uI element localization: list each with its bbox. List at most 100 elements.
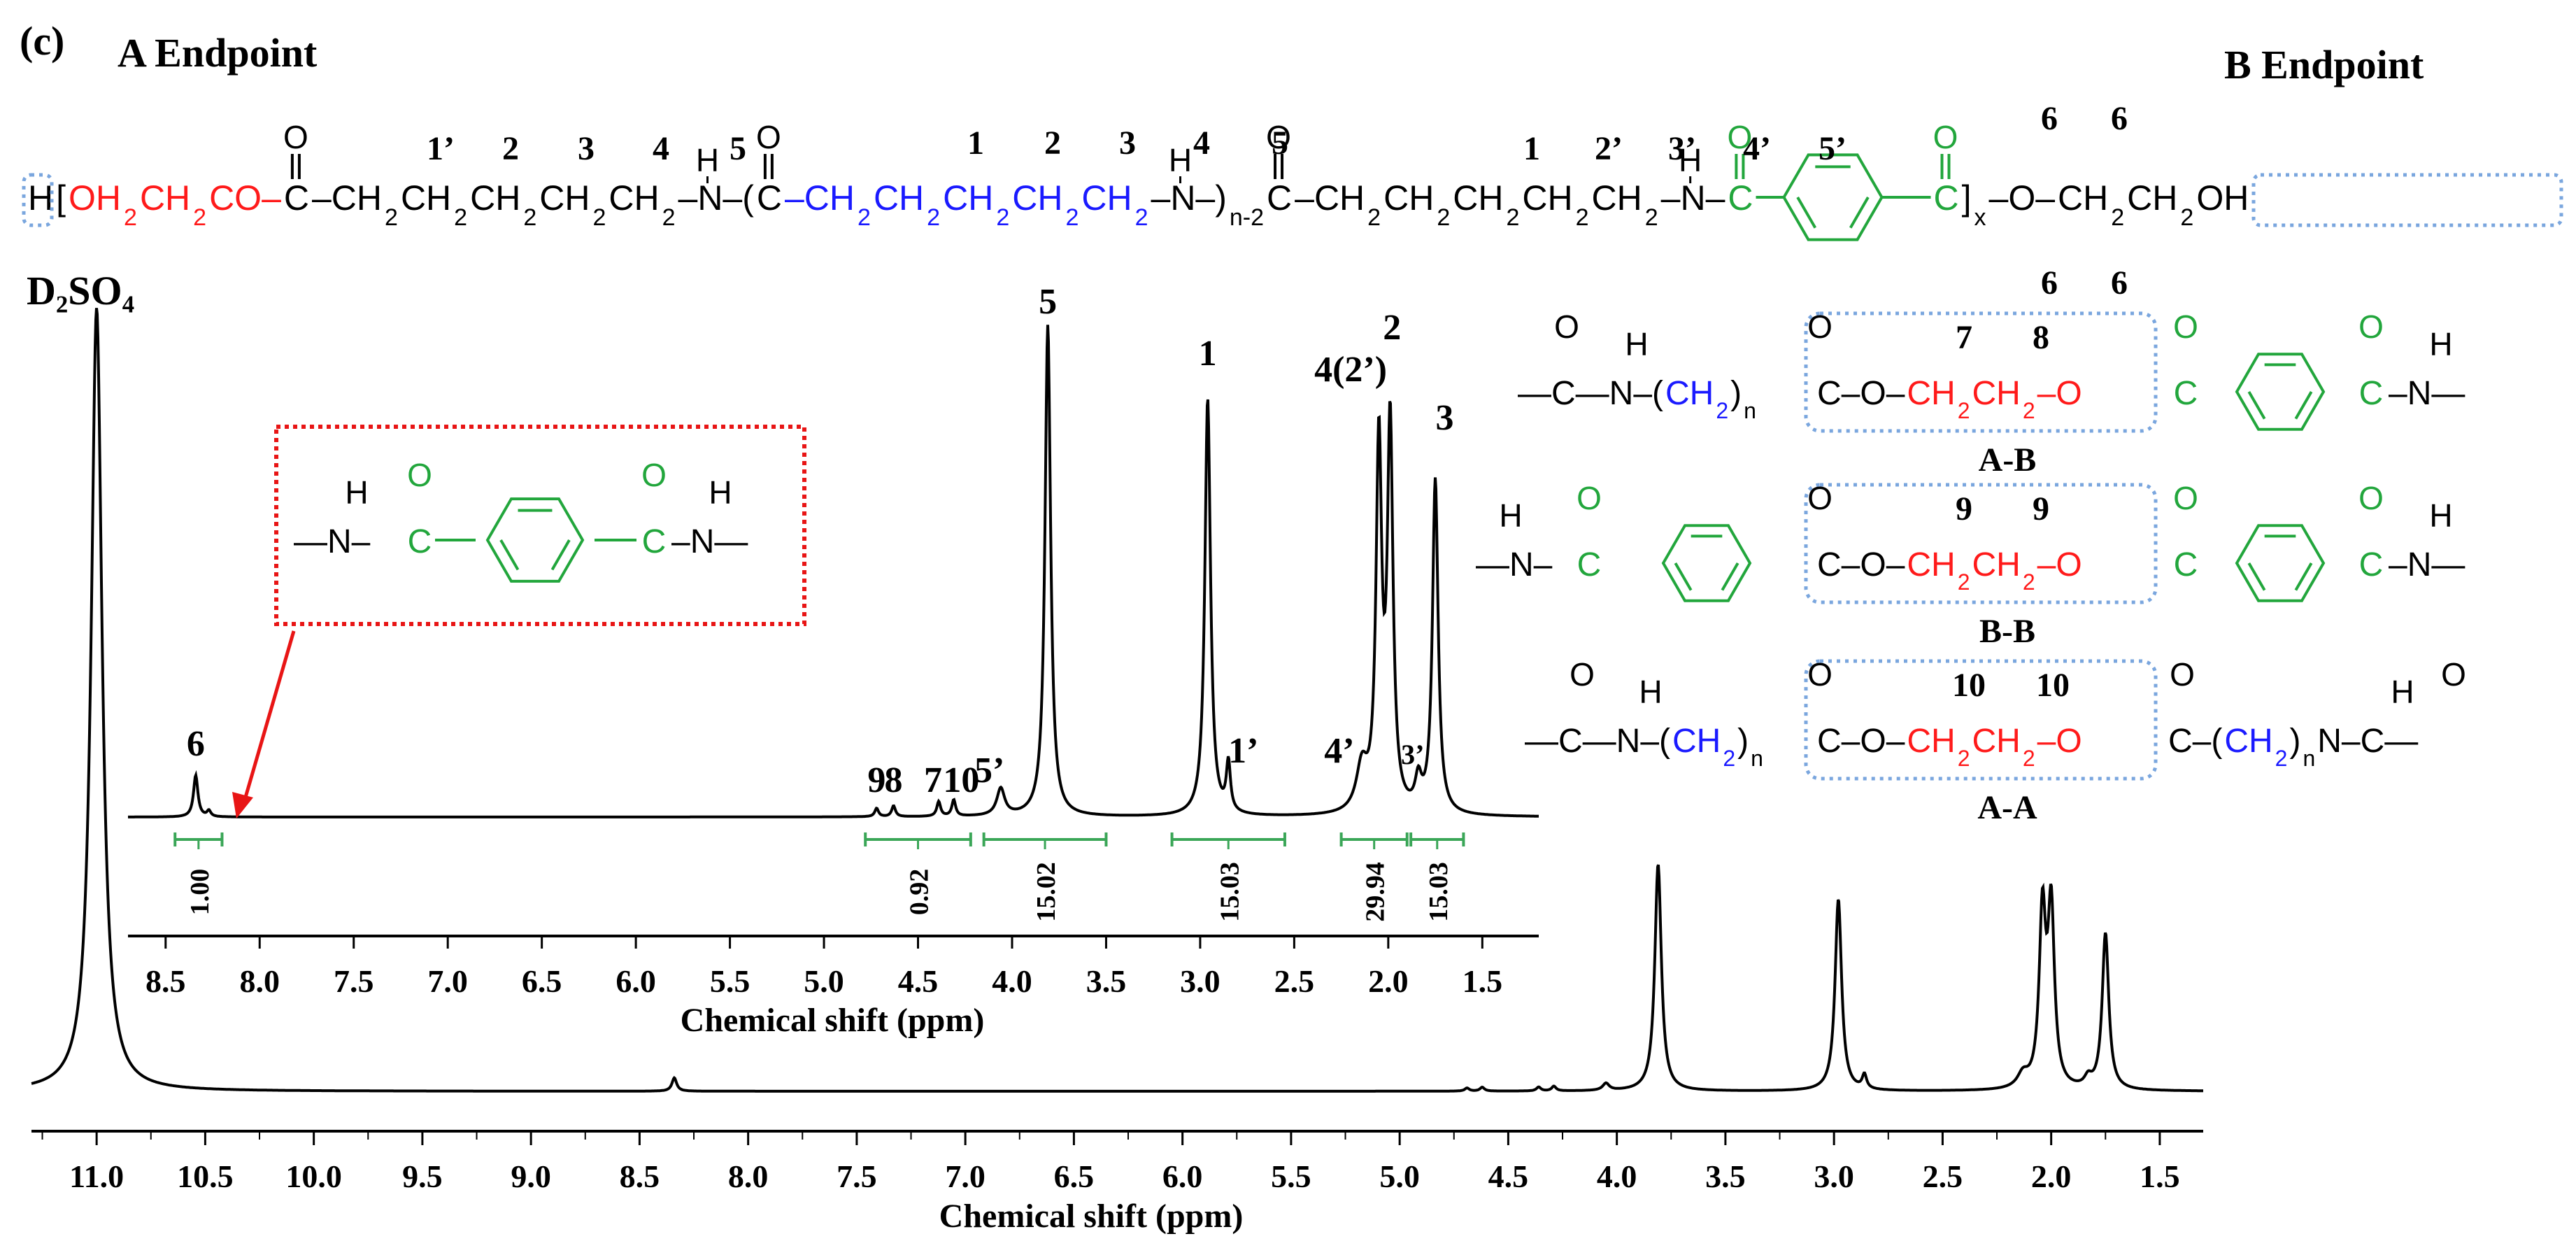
endpoint-b-label: B Endpoint	[2224, 42, 2424, 87]
formula-segment: –N–(	[678, 178, 755, 218]
inset-peak-label: 7	[924, 760, 942, 800]
hydrogen-label: H	[1625, 326, 1648, 362]
formula-segment: [	[56, 178, 66, 218]
carbon-number: 6	[2041, 100, 2058, 137]
main-tick-label: 2.0	[2031, 1158, 2072, 1194]
carbon-number: 5	[1272, 125, 1288, 162]
ring-bond	[1849, 197, 1870, 229]
oxygen-label: O	[1807, 480, 1833, 516]
inset-peak-label: 2	[1383, 308, 1401, 348]
formula-segment: 2	[1367, 204, 1381, 231]
ring-bond	[2294, 562, 2313, 591]
structure-segment: 2	[2023, 746, 2035, 771]
amide-box-frame	[274, 425, 806, 626]
formula-tail-segment: ]	[1962, 178, 1972, 218]
inset-tick-label: 4.5	[898, 963, 939, 999]
inset-tick-label: 6.5	[522, 963, 562, 999]
formula-tail-segment: CH	[2058, 178, 2108, 218]
structure-segment: –N—	[2389, 375, 2465, 412]
formula-segment: 2	[193, 204, 206, 231]
hydrogen-label: H	[1499, 497, 1522, 534]
formula-tail-segment: x	[1974, 204, 1986, 231]
formula-segment: CO–	[209, 178, 281, 218]
main-tick-label: 2.5	[1923, 1158, 1963, 1194]
benzene-ring	[2235, 524, 2326, 602]
carbon-number: 5	[730, 130, 746, 167]
structure-segment: CH	[1907, 723, 1955, 760]
integral-value: 15.03	[1424, 862, 1453, 922]
structure-segment: –N—	[2389, 546, 2465, 583]
ring-bond	[2247, 391, 2266, 420]
carbon-number: 2’	[1595, 130, 1623, 167]
ring-bond	[1674, 562, 1693, 591]
carbon-number: 2	[502, 130, 519, 167]
oxygen-label: O	[1570, 656, 1595, 693]
inset-tick-label: 2.0	[1368, 963, 1409, 999]
structure-segment: —C—N–(	[1518, 375, 1663, 412]
inset-spectrum-trace	[128, 325, 1539, 818]
inset-peak-label: 5’	[974, 751, 1004, 790]
oxygen-label: O	[2441, 656, 2466, 693]
carbon-number: 9	[2033, 490, 2049, 527]
formula-segment: CH	[1453, 178, 1503, 218]
formula-segment: 2	[454, 204, 467, 231]
carbon-number: 3’	[1668, 130, 1696, 167]
ring-bond	[2247, 562, 2266, 591]
structure-segment: )	[1737, 723, 1749, 760]
formula-segment: CH	[470, 178, 520, 218]
formula-segment: C	[284, 178, 309, 218]
inset-peak-label: 9	[867, 760, 885, 800]
carbon-label: C	[2174, 375, 2198, 412]
structure-segment: CH	[1672, 723, 1721, 760]
formula-segment: 2	[592, 204, 606, 231]
integral-value: 15.02	[1032, 862, 1061, 922]
hydrogen-label: H	[1169, 142, 1192, 178]
main-x-axis-label: Chemical shift (ppm)	[939, 1198, 1244, 1235]
formula-segment: –CH	[785, 178, 855, 218]
oxygen-label: O	[2358, 309, 2384, 345]
inset-tick-label: 5.5	[710, 963, 750, 999]
formula-segment: 2	[1135, 204, 1148, 231]
carbon-number: 6	[2111, 100, 2128, 137]
formula-segment: CH	[609, 178, 659, 218]
formula-segment: 2	[927, 204, 940, 231]
structure-segment: 2	[1958, 569, 1970, 595]
main-tick-label: 11.0	[69, 1158, 124, 1194]
linkage-box	[1804, 311, 2158, 433]
formula-segment: CH	[943, 178, 993, 218]
inset-tick-label: 5.0	[804, 963, 844, 999]
inset-peak-label: 3’	[1401, 739, 1424, 770]
carbon-label: C	[408, 523, 432, 560]
benzene-ring	[485, 497, 585, 583]
formula-segment: 2	[1437, 204, 1450, 231]
endpoint-a-label: A Endpoint	[118, 30, 318, 76]
structure-segment: –O	[2037, 723, 2082, 760]
formula-segment: 2	[996, 204, 1009, 231]
ring-bond	[550, 539, 571, 571]
main-tick-label: 7.5	[837, 1158, 877, 1194]
benzene-ring	[2235, 353, 2326, 431]
carbon-number: 10	[1952, 667, 1986, 704]
carbon-label: C	[642, 523, 667, 560]
structure-segment: )	[2289, 723, 2300, 760]
structure-name: A-B	[1979, 441, 2037, 478]
formula-segment: CH	[1383, 178, 1434, 218]
main-tick-label: 1.5	[2140, 1158, 2180, 1194]
oxygen-label: O	[756, 119, 781, 155]
benzene-ring	[1782, 153, 1884, 241]
main-tick-label: 8.0	[728, 1158, 769, 1194]
structure-name: B-B	[1979, 613, 2035, 650]
oxygen-label: O	[1554, 309, 1579, 345]
structure-segment: —N–	[294, 523, 371, 560]
inset-peak-label: 1	[1199, 334, 1217, 374]
structure-segment: CH	[1972, 546, 2021, 583]
inset-tick-label: 7.0	[427, 963, 468, 999]
carbon-label: C	[1577, 546, 1602, 583]
solvent-label: D₂SO₄	[27, 268, 134, 313]
oxygen-label: O	[1807, 656, 1833, 693]
inset-tick-label: 4.0	[992, 963, 1032, 999]
structure-segment: CH	[2224, 723, 2272, 760]
main-spectrum: 11.0 10.5 10.0 9.5 9.0 8.5 8.0 7.5 7.0 6.5 6.0 5.5 5…	[31, 308, 2203, 1235]
formula-tail-segment: C	[1934, 178, 1959, 218]
